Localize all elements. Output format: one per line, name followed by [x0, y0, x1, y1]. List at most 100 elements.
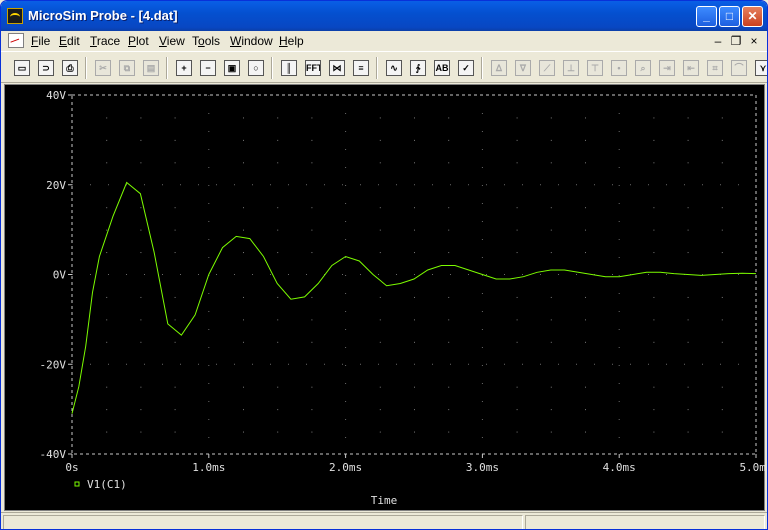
- grid-dot: [721, 207, 723, 209]
- menu-view[interactable]: View: [159, 34, 185, 48]
- minimize-button[interactable]: _: [696, 6, 717, 27]
- grid-dot: [140, 252, 142, 254]
- document-plot-icon[interactable]: [8, 33, 24, 48]
- grid-dot: [140, 207, 142, 209]
- grid-dot: [277, 409, 279, 411]
- eval-goal-function-button[interactable]: ∱: [407, 57, 429, 79]
- zoom-in-button[interactable]: +: [173, 57, 195, 79]
- grid-dot: [140, 139, 142, 141]
- grid-dot: [277, 162, 279, 164]
- grid-dot: [311, 386, 313, 388]
- text-label-icon: AB: [434, 60, 450, 76]
- grid-dot: [174, 386, 176, 388]
- zoom-fit-icon: ○: [248, 60, 264, 76]
- cursor-max-button[interactable]: ⊤: [584, 57, 606, 79]
- paste-icon: ▤: [143, 60, 159, 76]
- text-label-button[interactable]: AB: [431, 57, 453, 79]
- grid-dot: [106, 139, 108, 141]
- cursor-search-button[interactable]: ⌕: [632, 57, 654, 79]
- grid-dot: [243, 229, 244, 231]
- menu-window[interactable]: Window: [230, 34, 273, 48]
- close-button[interactable]: ✕: [742, 6, 763, 27]
- menu-trace[interactable]: Trace: [90, 34, 121, 48]
- grid-dot: [550, 386, 552, 388]
- paste-button[interactable]: ▤: [140, 57, 162, 79]
- grid-dot: [687, 139, 689, 141]
- grid-dot: [516, 229, 518, 231]
- open-file-button[interactable]: ⊃: [35, 57, 57, 79]
- cursor-min-button[interactable]: ⊥: [560, 57, 582, 79]
- grid-dot: [174, 296, 176, 298]
- document-restore-button[interactable]: ❐: [730, 34, 742, 48]
- microsim-probe-app-icon[interactable]: [7, 8, 23, 24]
- cursor-prev-transition-button[interactable]: ⇤: [680, 57, 702, 79]
- maximize-button[interactable]: □: [719, 6, 740, 27]
- zoom-out-icon: −: [200, 60, 216, 76]
- grid-dot: [585, 139, 586, 141]
- add-trace-button[interactable]: ∿: [383, 57, 405, 79]
- performance-analysis-button[interactable]: ⋈: [326, 57, 348, 79]
- grid-dot: [585, 207, 586, 209]
- waveform-plot[interactable]: 0s 1.0ms 2.0ms 3.0ms 4.0ms 5.0ms -40V -20V 0V 20V…: [5, 85, 767, 512]
- new-file-button[interactable]: ▭: [11, 57, 33, 79]
- grid-dot: [414, 319, 415, 321]
- toggle-cursor-button[interactable]: ⋎: [752, 57, 767, 79]
- grid-dot: [106, 229, 108, 231]
- menu-file[interactable]: File: [31, 34, 51, 48]
- grid-dot: [379, 252, 381, 254]
- log-y-axis-button[interactable]: ≡: [350, 57, 372, 79]
- print-button[interactable]: ⎙: [59, 57, 81, 79]
- fourier-button[interactable]: FFT: [302, 57, 324, 79]
- display-control-button[interactable]: ⌒: [728, 57, 750, 79]
- menu-edit[interactable]: Edit: [59, 34, 80, 48]
- plot-area[interactable]: 0s 1.0ms 2.0ms 3.0ms 4.0ms 5.0ms -40V -20V 0V 20V…: [4, 84, 767, 512]
- fourier-icon: FFT: [305, 60, 321, 76]
- title-bar[interactable]: MicroSim Probe - [4.dat] _ □ ✕: [1, 1, 767, 31]
- cursor-slope-button[interactable]: ⟋: [536, 57, 558, 79]
- document-close-button[interactable]: ×: [750, 34, 758, 48]
- zoom-out-button[interactable]: −: [197, 57, 219, 79]
- zoom-fit-button[interactable]: ○: [245, 57, 267, 79]
- status-pane-right: [525, 515, 765, 529]
- grid-dot: [550, 229, 552, 231]
- grid-dot: [550, 319, 552, 321]
- grid-dot: [448, 229, 450, 231]
- cursor-trough-button[interactable]: ᐁ: [512, 57, 534, 79]
- cut-button[interactable]: ✂: [92, 57, 114, 79]
- menu-help[interactable]: Help: [279, 34, 304, 48]
- log-x-axis-button[interactable]: ║: [278, 57, 300, 79]
- grid-dot: [106, 409, 108, 411]
- grid-dot: [174, 117, 176, 119]
- grid-dot: [277, 431, 279, 433]
- toolbar-separator: [166, 57, 168, 79]
- grid-dot: [448, 431, 450, 433]
- grid-dot: [277, 386, 279, 388]
- toolbar: ▭ ⊃ ⎙ ✂ ⧉ ▤ + − ▣ ○ ║ FFT ⋈ ≡ ∿ ∱ AB ✓ ᐃ ᐁ ⟋ ⊥ ⊤ • ⌕ ⇥ ⇤ ⌗ ⌒ ⋎: [1, 51, 767, 83]
- grid-dot: [414, 207, 415, 209]
- document-minimize-button[interactable]: –: [714, 34, 722, 48]
- mark-data-points-button[interactable]: ✓: [455, 57, 477, 79]
- grid-dot: [550, 296, 552, 298]
- grid-dot: [243, 431, 244, 433]
- grid-dot: [516, 207, 518, 209]
- cursor-next-transition-button[interactable]: ⇥: [656, 57, 678, 79]
- grid-dot: [311, 229, 313, 231]
- menu-plot[interactable]: Plot: [128, 34, 149, 48]
- grid-dot: [448, 409, 450, 411]
- grid-dot: [721, 252, 723, 254]
- performance-analysis-icon: ⋈: [329, 60, 345, 76]
- mark-label-button[interactable]: ⌗: [704, 57, 726, 79]
- grid-dot: [106, 386, 108, 388]
- copy-button[interactable]: ⧉: [116, 57, 138, 79]
- cursor-point-button[interactable]: •: [608, 57, 630, 79]
- grid-dot: [721, 341, 723, 343]
- grid-dot: [277, 207, 279, 209]
- grid-dot: [414, 139, 415, 141]
- grid-dot: [174, 252, 176, 254]
- status-bar: [1, 512, 767, 529]
- grid-dot: [106, 207, 108, 209]
- menu-tools[interactable]: Tools: [192, 34, 221, 48]
- cursor-peak-button[interactable]: ᐃ: [488, 57, 510, 79]
- zoom-area-button[interactable]: ▣: [221, 57, 243, 79]
- grid-dot: [585, 252, 586, 254]
